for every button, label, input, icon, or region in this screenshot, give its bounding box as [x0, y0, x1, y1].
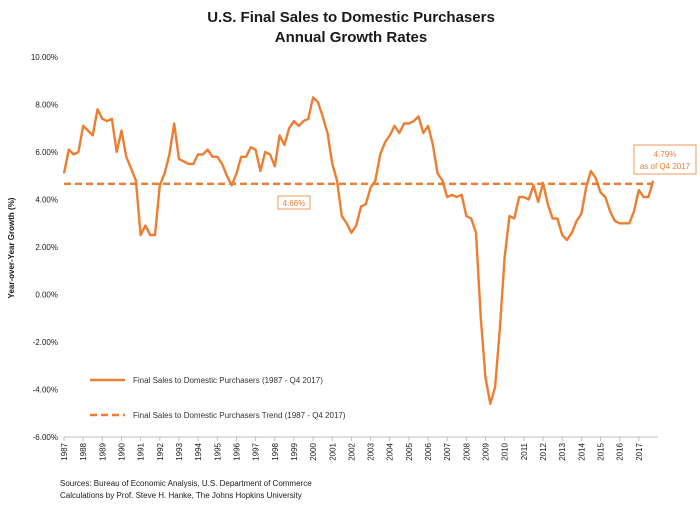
x-tick-label: 1995 [213, 442, 222, 460]
x-tick-label: 2003 [367, 442, 376, 460]
trend-callout-box [277, 195, 311, 210]
source-note-line2: Calculations by Prof. Steve H. Hanke, Th… [60, 491, 302, 500]
x-tick-label: 1989 [98, 442, 107, 460]
chart-title-line2: Annual Growth Rates [275, 29, 428, 46]
x-tick-label: 2013 [558, 442, 567, 460]
x-tick-label: 2015 [597, 442, 606, 460]
y-tick-label: -4.00% [33, 386, 58, 395]
last-value-callout-line2: as of Q4 2017 [640, 162, 691, 171]
x-tick-label: 2008 [462, 442, 471, 460]
x-tick-label: 1998 [271, 442, 280, 460]
x-tick-label: 2012 [539, 442, 548, 460]
y-axis: -6.00% -4.00% -2.00% 0.00% 2.00% 4.00% 6.00% 8.… [31, 53, 58, 442]
y-tick-label: -6.00% [33, 433, 58, 442]
x-tick-label: 1997 [252, 442, 261, 460]
x-tick-label: 2000 [309, 442, 318, 460]
trend-callout: 4.66% [277, 195, 311, 210]
y-tick-label: 0.00% [35, 291, 58, 300]
y-tick-label: 2.00% [35, 243, 58, 252]
x-tick-label: 1991 [137, 442, 146, 460]
x-tick-label: 2009 [482, 442, 491, 460]
x-tick-label: 1987 [60, 442, 69, 460]
y-tick-label: 4.00% [35, 196, 58, 205]
x-axis: 1987 1988 1989 1990 1991 1992 1993 1994 1995 1996… [60, 437, 644, 461]
last-value-callout: 4.79% as of Q4 2017 [633, 144, 697, 175]
x-tick-label: 2001 [328, 442, 337, 460]
x-tick-label: 1988 [79, 442, 88, 460]
x-tick-label: 1999 [290, 442, 299, 460]
x-tick-label: 2006 [424, 442, 433, 460]
trend-callout-label: 4.66% [283, 199, 306, 208]
x-tick-label: 1993 [175, 442, 184, 460]
y-axis-label: Year-over-Year Growth (%) [7, 197, 16, 298]
legend-dashed-label: Final Sales to Domestic Purchasers Trend… [133, 411, 346, 420]
y-tick-label: 10.00% [31, 53, 58, 62]
x-tick-label: 2011 [520, 442, 529, 460]
last-value-callout-line1: 4.79% [654, 150, 677, 159]
chart-title-line1: U.S. Final Sales to Domestic Purchasers [207, 9, 495, 26]
x-tick-label: 1994 [194, 442, 203, 460]
x-tick-label: 2005 [405, 442, 414, 460]
y-tick-label: 6.00% [35, 148, 58, 157]
x-tick-label: 2004 [386, 442, 395, 460]
source-note-line1: Sources: Bureau of Economic Analysis, U.… [60, 479, 312, 488]
legend: Final Sales to Domestic Purchasers (1987… [90, 376, 346, 420]
legend-solid-label: Final Sales to Domestic Purchasers (1987… [133, 376, 323, 385]
last-value-callout-box [633, 144, 697, 175]
x-tick-label: 2016 [616, 442, 625, 460]
x-tick-label: 1996 [232, 442, 241, 460]
x-tick-label: 2014 [577, 442, 586, 460]
x-tick-label: 2002 [347, 442, 356, 460]
y-tick-label: 8.00% [35, 101, 58, 110]
y-tick-label: -2.00% [33, 338, 58, 347]
x-tick-label: 2007 [443, 442, 452, 460]
growth-series-line [62, 96, 655, 405]
x-tick-label: 1990 [117, 442, 126, 460]
x-tick-label: 2017 [635, 442, 644, 460]
x-tick-label: 2010 [501, 442, 510, 460]
x-tick-label: 1992 [156, 442, 165, 460]
